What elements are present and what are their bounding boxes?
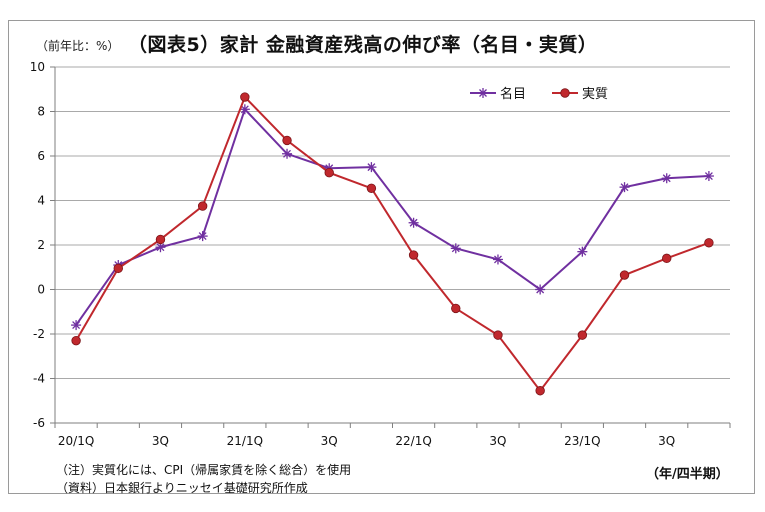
data-point [240,92,250,102]
legend-marker [560,88,570,98]
legend-marker [478,88,488,98]
data-point [71,320,82,331]
data-point [197,201,208,211]
y-tick-label: 6 [37,149,45,163]
data-point [366,162,377,173]
legend-item: 名目 [470,86,526,102]
y-tick-label: -4 [33,372,45,386]
data-point [239,104,250,115]
y-axis-unit-label: （前年比：%） [36,39,120,53]
x-tick-label: 3Q [321,434,338,448]
data-point [71,335,81,346]
y-tick-label: 8 [37,105,45,119]
x-tick-label: 3Q [658,434,675,448]
data-point [113,263,123,274]
data-point [661,173,672,184]
y-tick-label: 0 [37,283,45,297]
data-point [535,284,546,295]
legend-label: 名目 [500,86,526,102]
footnote-method: （注）実質化には、CPI（帰属家賃を除く総合）を使用 [56,463,352,477]
x-tick-label: 21/1Q [227,434,263,448]
data-point [450,243,461,254]
series-line [75,107,709,326]
y-tick-label: 2 [37,238,45,252]
y-tick-label: -2 [33,327,45,341]
data-point [577,246,588,257]
chart-frame [8,20,755,494]
data-point [492,254,503,265]
data-point [408,250,419,260]
series-line [75,95,710,393]
x-tick-labels: 20/1Q 3Q 21/1Q 3Q 22/1Q 3Q 23/1Q 3Q [58,434,675,448]
data-point [366,183,377,193]
x-tick-label: 23/1Q [564,434,600,448]
x-tick-label: 22/1Q [395,434,431,448]
y-tick-label: 4 [37,194,45,208]
data-point [662,253,672,264]
y-tick-label: -6 [33,416,45,430]
x-tick-label: 20/1Q [58,434,94,448]
data-point [619,182,630,193]
y-tick-labels: -6 -4 -2 0 2 4 6 8 10 [30,60,45,430]
data-point [324,167,334,178]
x-tick-label: 3Q [152,434,169,448]
series-nominal [71,104,714,331]
x-tick-label: 3Q [489,434,506,448]
data-point [703,171,714,182]
grid-lines [55,66,730,379]
data-point [493,330,503,340]
legend: 名目 実質 [470,86,608,102]
data-point [408,217,419,228]
data-point [704,238,714,248]
footnote-source: （資料）日本銀行よりニッセイ基礎研究所作成 [56,481,308,495]
data-point [155,234,166,245]
chart-title: （図表5）家計 金融資産残高の伸び率（名目・実質） [128,34,598,56]
legend-label: 実質 [582,86,608,102]
legend-item: 実質 [552,86,608,102]
data-point [282,148,293,159]
data-point [451,303,461,314]
data-point [282,135,292,146]
data-point [197,231,208,242]
data-point [535,386,545,396]
x-axis-unit-label: （年/四半期） [646,467,729,482]
data-point [577,330,588,340]
series [71,92,714,396]
axes [50,66,731,428]
series-real [71,92,714,396]
y-tick-label: 10 [30,60,45,74]
data-point [619,270,630,280]
